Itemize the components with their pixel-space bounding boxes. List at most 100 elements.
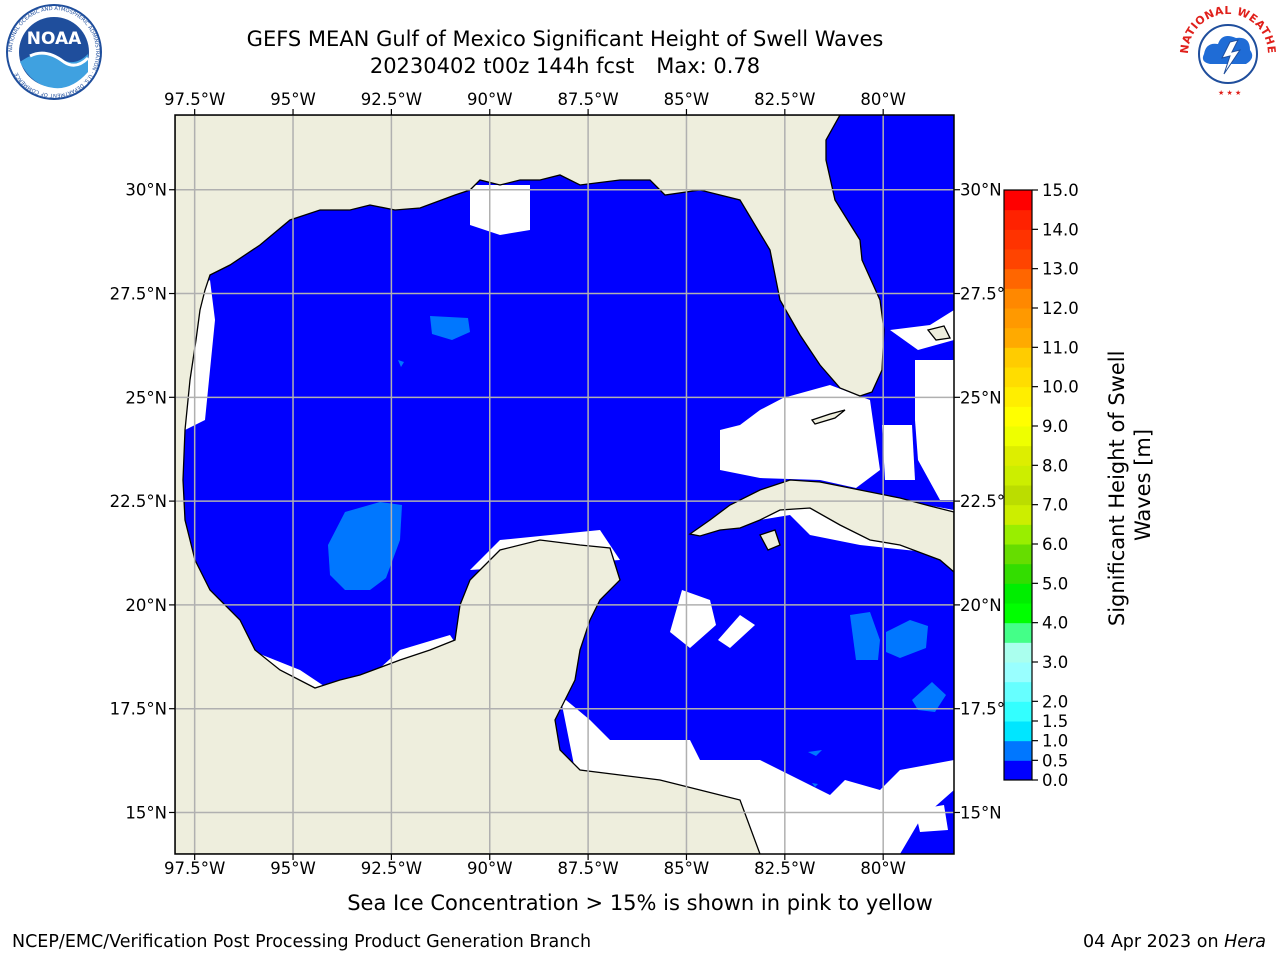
lat-tick-label-right: 17.5°N bbox=[960, 700, 1017, 719]
colorbar-tick-label: 3.0 bbox=[1042, 653, 1068, 672]
lon-tick-label-bottom: 85°W bbox=[664, 859, 710, 878]
colorbar-tick-label: 6.0 bbox=[1042, 535, 1068, 554]
lat-tick-label-left: 25°N bbox=[125, 388, 167, 407]
colorbar-swatch bbox=[1004, 229, 1032, 250]
colorbar-swatch bbox=[1004, 426, 1032, 447]
colorbar-frame bbox=[1003, 189, 1033, 781]
colorbar-tick-label: 14.0 bbox=[1042, 220, 1079, 239]
svg-text:NOAA: NOAA bbox=[27, 29, 82, 49]
colorbar-swatch bbox=[1004, 681, 1032, 702]
colorbar-tick-label: 0.0 bbox=[1042, 771, 1068, 790]
colorbar-swatch bbox=[1004, 268, 1032, 289]
colorbar-swatch bbox=[1004, 701, 1032, 722]
colorbar-swatch bbox=[1004, 367, 1032, 388]
lon-tick-label-bottom: 80°W bbox=[860, 859, 906, 878]
lon-tick-label-top: 95°W bbox=[270, 90, 316, 109]
colorbar-swatch bbox=[1004, 760, 1032, 781]
axis-ticks: 97.5°W 97.5°W 95°W 95°W 92.5°W 92.5°W 90°W 90°W… bbox=[110, 90, 1018, 878]
colorbar-swatch bbox=[1004, 485, 1032, 506]
noaa-logo: NOAA NATIONAL OCEANIC AND ATMOSPHERIC AD… bbox=[6, 4, 102, 100]
colorbar-tick-label: 13.0 bbox=[1042, 260, 1079, 279]
colorbar-tick-label: 5.0 bbox=[1042, 574, 1068, 593]
nws-logo: NATIONAL WEATHER SERVICE ★ ★ ★ bbox=[1176, 2, 1278, 99]
colorbar-tick-label: 4.0 bbox=[1042, 614, 1068, 633]
colorbar-swatch bbox=[1004, 308, 1032, 329]
lon-tick-label-top: 90°W bbox=[467, 90, 513, 109]
lon-tick-label-top: 80°W bbox=[860, 90, 906, 109]
chart-subtitle: 20230402 t00z 144h fcst Max: 0.78 bbox=[0, 54, 1130, 78]
lat-tick-label-right: 15°N bbox=[960, 803, 1002, 822]
lon-tick-label-top: 87.5°W bbox=[557, 90, 618, 109]
lat-tick-label-left: 22.5°N bbox=[110, 492, 167, 511]
colorbar-tick-label: 7.0 bbox=[1042, 496, 1068, 515]
colorbar-swatch bbox=[1004, 642, 1032, 663]
colorbar-label-line2: Waves [m] bbox=[1131, 429, 1155, 541]
colorbar-swatch bbox=[1004, 445, 1032, 466]
colorbar-swatch bbox=[1004, 327, 1032, 348]
lon-tick-label-top: 97.5°W bbox=[164, 90, 225, 109]
lat-tick-label-right: 27.5°N bbox=[960, 285, 1017, 304]
colorbar-label: Significant Height of Swell Waves [m] bbox=[1105, 344, 1155, 626]
colorbar-swatch bbox=[1004, 603, 1032, 624]
lat-tick-label-left: 17.5°N bbox=[110, 700, 167, 719]
lon-tick-label-top: 85°W bbox=[664, 90, 710, 109]
lat-tick-label-left: 15°N bbox=[125, 803, 167, 822]
colorbar-swatch bbox=[1004, 721, 1032, 742]
lat-tick-label-left: 27.5°N bbox=[110, 285, 167, 304]
lon-tick-label-top: 82.5°W bbox=[754, 90, 815, 109]
colorbar-tick-label: 12.0 bbox=[1042, 299, 1079, 318]
colorbar-swatch bbox=[1004, 563, 1032, 584]
lat-tick-label-left: 20°N bbox=[125, 596, 167, 615]
colorbar-swatch bbox=[1004, 209, 1032, 230]
map-area bbox=[175, 115, 954, 854]
colorbar-tick-label: 1.0 bbox=[1042, 732, 1068, 751]
colorbar-tick-label: 10.0 bbox=[1042, 378, 1079, 397]
colorbar-label-line1: Significant Height of Swell bbox=[1105, 351, 1129, 627]
colorbar: 0.00.51.01.52.0 3.0 4.0 5.0 6.0 7.0 8.0 9.0 10.0… bbox=[1003, 181, 1079, 790]
colorbar-swatch bbox=[1004, 524, 1032, 545]
chart-title: GEFS MEAN Gulf of Mexico Significant Hei… bbox=[246, 27, 884, 51]
lon-tick-label-bottom: 95°W bbox=[270, 859, 316, 878]
lon-tick-label-bottom: 87.5°W bbox=[557, 859, 618, 878]
colorbar-tick-label: 8.0 bbox=[1042, 456, 1068, 475]
colorbar-swatch bbox=[1004, 406, 1032, 427]
svg-text:★ ★ ★: ★ ★ ★ bbox=[1218, 89, 1241, 97]
colorbar-swatch bbox=[1004, 544, 1032, 565]
credit-left: NCEP/EMC/Verification Post Processing Pr… bbox=[12, 932, 592, 952]
colorbar-tick-label: 15.0 bbox=[1042, 181, 1079, 200]
colorbar-swatch bbox=[1004, 347, 1032, 368]
credit-machine: Hera bbox=[1224, 932, 1266, 952]
land bbox=[175, 115, 954, 854]
lat-tick-label-left: 30°N bbox=[125, 181, 167, 200]
lat-tick-label-right: 20°N bbox=[960, 596, 1002, 615]
lon-tick-label-bottom: 97.5°W bbox=[164, 859, 225, 878]
lon-tick-label-top: 92.5°W bbox=[361, 90, 422, 109]
gridlines bbox=[175, 115, 954, 854]
colorbar-swatch bbox=[1004, 583, 1032, 604]
colorbar-swatch bbox=[1004, 622, 1032, 643]
colorbar-tick-label: 2.0 bbox=[1042, 692, 1068, 711]
colorbar-swatch bbox=[1004, 288, 1032, 309]
lon-tick-label-bottom: 90°W bbox=[467, 859, 513, 878]
lon-tick-label-bottom: 92.5°W bbox=[361, 859, 422, 878]
lon-tick-label-bottom: 82.5°W bbox=[754, 859, 815, 878]
colorbar-swatch bbox=[1004, 465, 1032, 486]
colorbar-swatch bbox=[1004, 249, 1032, 270]
credit-right: 04 Apr 2023 on Hera bbox=[1083, 932, 1266, 952]
map-frame bbox=[174, 114, 955, 855]
colorbar-tick-label: 1.5 bbox=[1042, 712, 1068, 731]
colorbar-swatch bbox=[1004, 740, 1032, 761]
colorbar-swatch bbox=[1004, 386, 1032, 407]
colorbar-swatch bbox=[1004, 662, 1032, 683]
colorbar-tick-label: 9.0 bbox=[1042, 417, 1068, 436]
colorbar-swatch bbox=[1004, 504, 1032, 525]
lat-tick-label-right: 22.5°N bbox=[960, 492, 1017, 511]
lat-tick-label-right: 30°N bbox=[960, 181, 1002, 200]
colorbar-swatch bbox=[1004, 190, 1032, 211]
colorbar-tick-label: 11.0 bbox=[1042, 338, 1079, 357]
forecast-date: 20230402 t00z 144h fcst bbox=[369, 54, 635, 78]
footnote: Sea Ice Concentration > 15% is shown in … bbox=[347, 891, 933, 915]
lat-tick-label-right: 25°N bbox=[960, 388, 1002, 407]
colorbar-tick-label: 0.5 bbox=[1042, 751, 1068, 770]
